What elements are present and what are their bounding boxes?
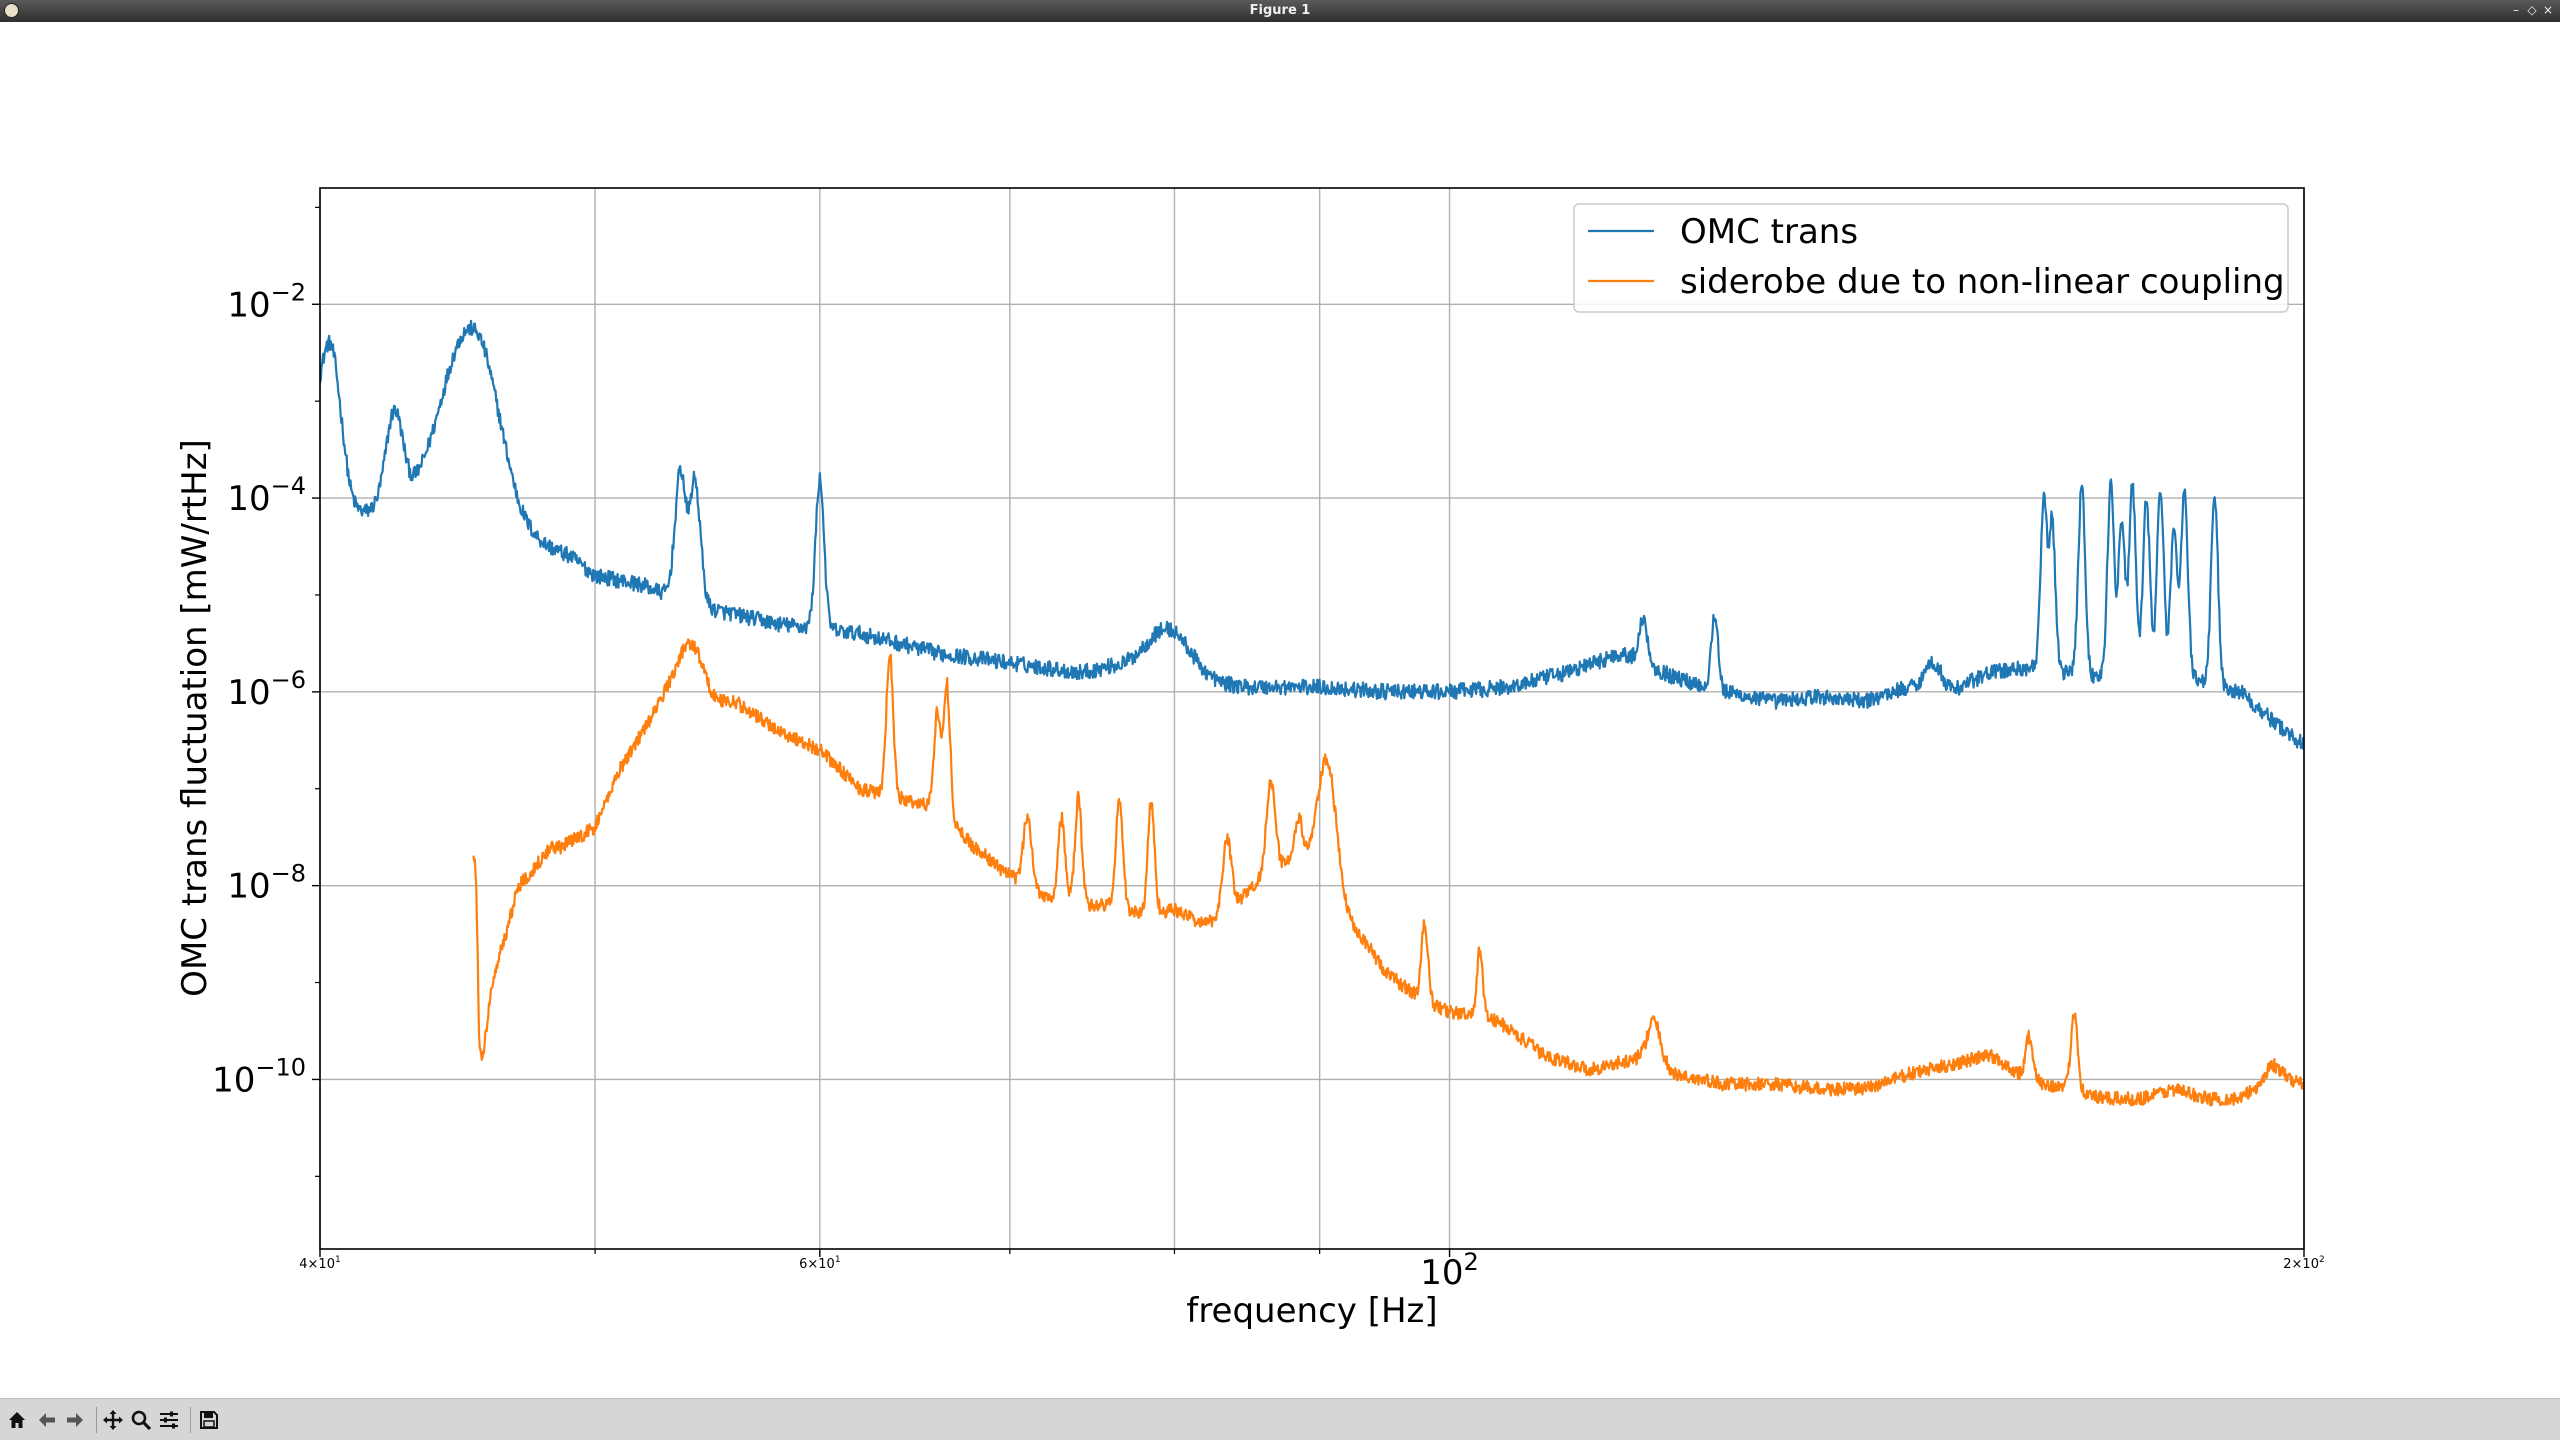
back-button[interactable]	[34, 1407, 60, 1433]
x-tick-label: 102	[1420, 1248, 1479, 1293]
y-tick-label: 10−8	[227, 860, 306, 907]
configure-subplots-button[interactable]	[156, 1407, 182, 1433]
y-axis-label: OMC trans fluctuation [mW/rtHz]	[175, 439, 215, 997]
forward-arrow-icon	[67, 1413, 83, 1427]
pan-button[interactable]	[100, 1407, 126, 1433]
y-tick-label: 10−10	[212, 1053, 306, 1100]
save-icon	[200, 1411, 218, 1429]
legend-label-omc-trans: OMC trans	[1680, 212, 1858, 252]
y-tick-label: 10−6	[227, 666, 306, 713]
figure-canvas: 4×101 6×101 102 2×10210−210−410−610−810−10 …	[0, 22, 2560, 1398]
zoom-button[interactable]	[128, 1407, 154, 1433]
app-icon	[4, 3, 19, 18]
series-line-siderobe	[472, 638, 2304, 1107]
forward-button[interactable]	[62, 1407, 88, 1433]
x-axis-label: frequency [Hz]	[1186, 1291, 1437, 1331]
legend: OMC trans siderobe due to non-linear cou…	[1573, 203, 2289, 313]
home-icon	[9, 1412, 25, 1428]
toolbar-separator	[190, 1407, 191, 1433]
x-tick-label: 4×101	[299, 1255, 340, 1272]
axes-frame	[319, 187, 2305, 1250]
close-icon[interactable]: ×	[2542, 3, 2554, 17]
x-tick-label: 2×102	[2283, 1255, 2324, 1272]
window-title: Figure 1	[1249, 3, 1311, 18]
window-titlebar: Figure 1 – ◇ ×	[0, 0, 2560, 23]
y-tick-label: 10−4	[227, 472, 306, 519]
restore-icon[interactable]: ◇	[2527, 3, 2537, 17]
y-tick-label: 10−2	[227, 278, 306, 325]
save-button[interactable]	[196, 1407, 222, 1433]
toolbar-separator	[96, 1407, 97, 1433]
legend-label-siderobe: siderobe due to non-linear coupling	[1680, 262, 2285, 302]
back-arrow-icon	[39, 1413, 55, 1427]
x-tick-label: 6×101	[799, 1255, 840, 1272]
home-button[interactable]	[4, 1407, 30, 1433]
navigation-toolbar	[0, 1398, 2560, 1440]
pan-icon	[103, 1410, 123, 1430]
minimize-icon[interactable]: –	[2513, 3, 2519, 17]
axis-ticks: 4×101 6×101 102 2×102 10−2 10−4 10−6 10−8 10−10	[212, 206, 2325, 1293]
series-line-omc-trans	[320, 319, 2304, 750]
zoom-icon	[131, 1410, 152, 1431]
configure-subplots-icon	[160, 1411, 178, 1429]
